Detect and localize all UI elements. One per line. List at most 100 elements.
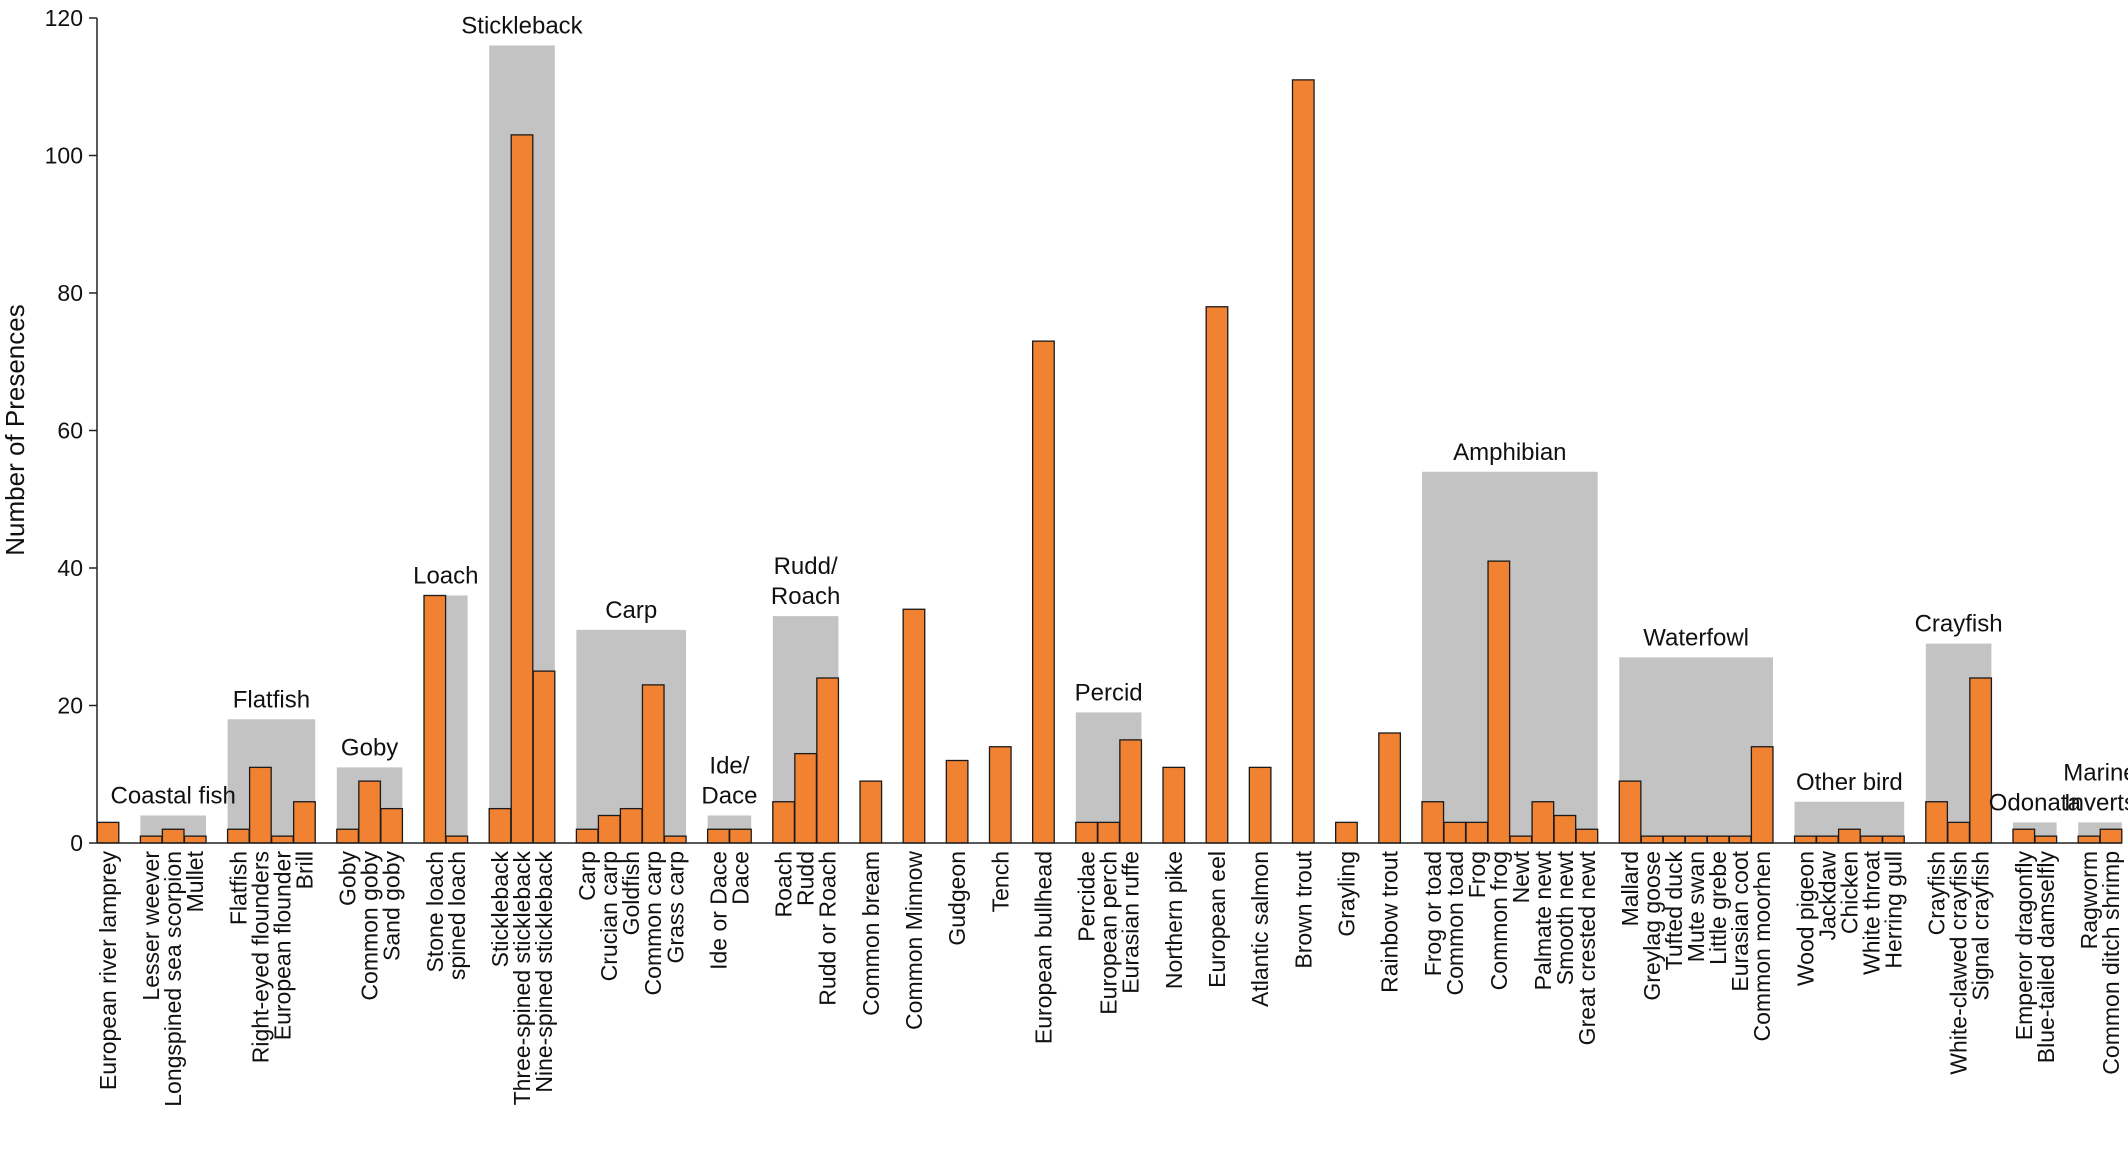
- bar: [2012, 828, 2036, 844]
- bar: [161, 828, 185, 844]
- bar: [336, 828, 360, 844]
- x-tick-label: Frog or toad: [1420, 851, 1446, 976]
- x-tick-label: European perch: [1096, 851, 1122, 1015]
- y-tick-label: 80: [57, 280, 83, 306]
- bar: [96, 821, 120, 844]
- x-tick-label: Brown trout: [1290, 850, 1316, 968]
- bar: [1531, 801, 1555, 844]
- bar: [902, 608, 926, 844]
- bar: [728, 828, 752, 844]
- x-tick-label: Atlantic salmon: [1247, 851, 1273, 1007]
- x-tick-label: Percidae: [1074, 851, 1100, 942]
- bar: [597, 814, 621, 844]
- group-label: Ide/Dace: [701, 753, 757, 810]
- bar: [619, 807, 643, 844]
- group-box: [1619, 657, 1773, 843]
- bar: [1793, 835, 1817, 844]
- bar: [1248, 766, 1272, 844]
- y-tick-label: 60: [57, 418, 83, 444]
- x-tick-label: Common carp: [640, 851, 666, 995]
- x-tick-label: Stickleback: [487, 851, 513, 968]
- x-tick-label: Frog: [1464, 851, 1490, 898]
- x-tick-label: Carp: [574, 851, 600, 901]
- bar: [859, 780, 883, 844]
- bar: [248, 766, 272, 844]
- bar: [1509, 835, 1533, 844]
- bar: [1859, 835, 1883, 844]
- x-tick-label: Roach: [771, 851, 797, 917]
- bar: [1750, 746, 1774, 844]
- x-tick-label: Goby: [335, 851, 361, 906]
- x-tick-label: Signal crayfish: [1968, 851, 1994, 1001]
- x-tick-label: Crucian carp: [596, 851, 622, 981]
- group-label: Amphibian: [1453, 439, 1566, 466]
- x-tick-label: Greylag goose: [1639, 851, 1665, 1001]
- x-tick-label: Eurasian coot: [1727, 850, 1753, 991]
- x-tick-label: European river lamprey: [95, 851, 121, 1091]
- bar: [1443, 821, 1467, 844]
- group-label: MarineInverts: [2063, 759, 2128, 816]
- x-tick-label: Rudd or Roach: [815, 851, 841, 1006]
- bar: [1575, 828, 1599, 844]
- x-tick-label: Ide or Dace: [705, 851, 731, 970]
- x-tick-label: European eel: [1204, 851, 1230, 988]
- x-tick-label: Common ditch shrimp: [2098, 851, 2124, 1075]
- bar: [1947, 821, 1971, 844]
- x-tick-label: Mullet: [182, 850, 208, 912]
- group-label: Coastal fish: [110, 783, 235, 810]
- bar: [816, 677, 840, 844]
- group-label: Flatfish: [233, 686, 310, 713]
- x-tick-label: Three-spined stickleback: [509, 851, 535, 1106]
- bar: [1640, 835, 1664, 844]
- bar: [1205, 306, 1229, 844]
- x-tick-label: Rainbow trout: [1377, 850, 1403, 993]
- group-label: Odonata: [1989, 789, 2082, 816]
- x-tick-label: Wood pigeon: [1792, 851, 1818, 986]
- x-tick-label: Great crested newt: [1574, 850, 1600, 1045]
- bar: [1969, 677, 1993, 844]
- x-tick-label: Jackdaw: [1814, 851, 1840, 941]
- x-tick-label: Longspined sea scorpion: [160, 851, 186, 1107]
- group-label: Crayfish: [1915, 611, 2003, 638]
- x-tick-label: Palmate newt: [1530, 850, 1556, 990]
- group-label: Percid: [1075, 679, 1143, 706]
- bar: [1925, 801, 1949, 844]
- x-tick-label: Common bream: [858, 851, 884, 1016]
- bar: [2034, 835, 2058, 844]
- x-tick-label: Common frog: [1486, 851, 1512, 990]
- bar: [1662, 835, 1686, 844]
- y-tick-label: 120: [45, 5, 83, 31]
- x-tick-label: Goldfish: [618, 851, 644, 935]
- bar: [292, 801, 316, 844]
- x-tick-label: Northern pike: [1161, 851, 1187, 989]
- x-tick-label: Mallard: [1617, 851, 1643, 926]
- bar: [1465, 821, 1489, 844]
- bar: [510, 134, 534, 844]
- bar: [226, 828, 250, 844]
- x-tick-label: Dace: [727, 851, 753, 905]
- bar: [1031, 340, 1055, 844]
- x-tick-label: Nine-spined stickleback: [531, 851, 557, 1093]
- bar: [575, 828, 599, 844]
- bar: [488, 807, 512, 844]
- x-tick-label: Common Minnow: [901, 851, 927, 1030]
- bar: [380, 807, 404, 844]
- group-label: Goby: [341, 734, 398, 761]
- bar: [1728, 835, 1752, 844]
- bar: [1075, 821, 1099, 844]
- bar: [1487, 560, 1511, 844]
- bar: [445, 835, 469, 844]
- bar: [1684, 835, 1708, 844]
- bar: [2077, 835, 2101, 844]
- x-tick-label: White-clawed crayfish: [1946, 851, 1972, 1075]
- group-label: Other bird: [1796, 769, 1903, 796]
- bar: [1291, 79, 1315, 844]
- bar: [2099, 828, 2123, 844]
- bar: [1706, 835, 1730, 844]
- group-label: Waterfowl: [1643, 624, 1749, 651]
- bar: [1378, 732, 1402, 844]
- x-tick-label: Flatfish: [225, 851, 251, 925]
- x-tick-label: spined loach: [444, 851, 470, 980]
- x-tick-label: Brill: [291, 851, 317, 889]
